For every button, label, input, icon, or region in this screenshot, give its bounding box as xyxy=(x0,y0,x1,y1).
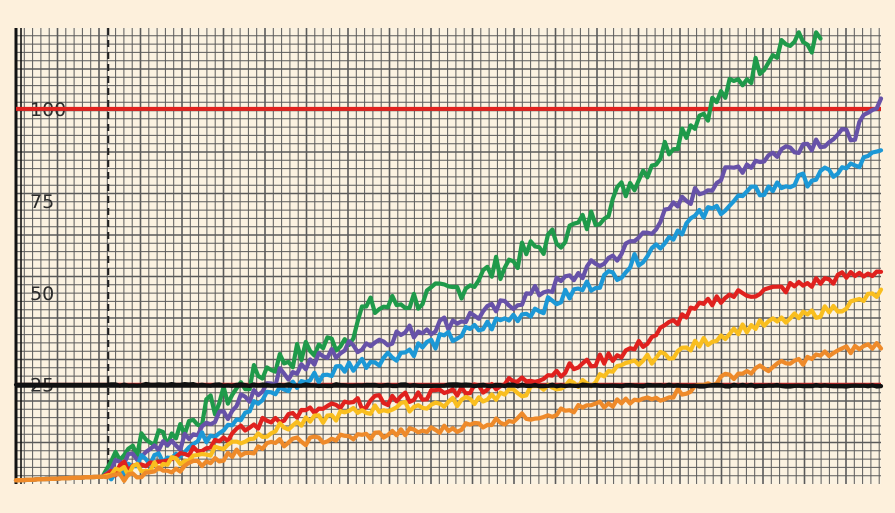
series-line-2 xyxy=(13,148,884,483)
plot-area xyxy=(16,28,881,484)
y-tick-label: 50 xyxy=(30,283,54,305)
series-line-5 xyxy=(13,341,884,483)
y-tick-label: 75 xyxy=(30,191,54,213)
series-line-0 xyxy=(13,30,823,483)
series-line-1 xyxy=(13,96,884,483)
series-line-3 xyxy=(13,269,884,483)
